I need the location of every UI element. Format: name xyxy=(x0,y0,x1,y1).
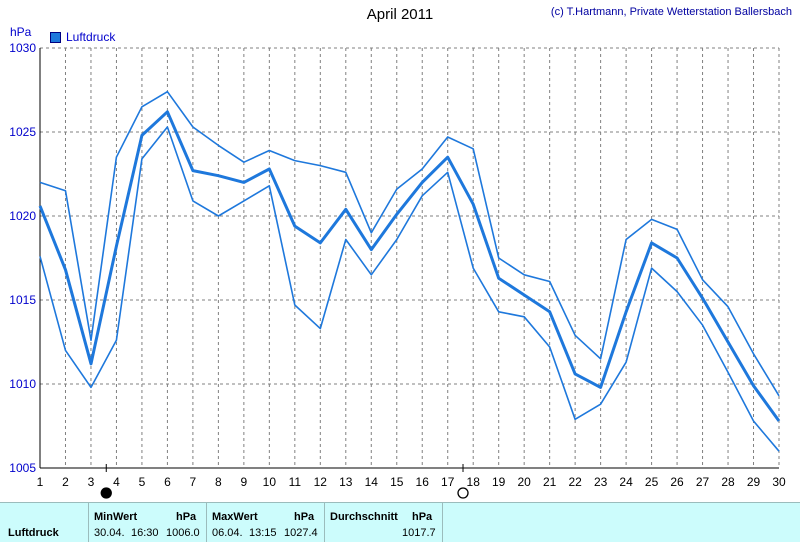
x-tick-label-4: 4 xyxy=(113,475,120,489)
min-label: MinWert xyxy=(94,511,138,523)
x-tick-label-15: 15 xyxy=(390,475,404,489)
x-tick-label-19: 19 xyxy=(492,475,506,489)
x-tick-label-23: 23 xyxy=(594,475,608,489)
legend: Luftdruck xyxy=(50,30,115,44)
x-tick-label-26: 26 xyxy=(670,475,684,489)
avg-unit: hPa xyxy=(412,511,433,523)
y-tick-label-1020: 1020 xyxy=(9,209,36,223)
x-tick-label-16: 16 xyxy=(416,475,430,489)
axes xyxy=(39,48,779,469)
stats-min-cell: MinWert hPa 30.04. 16:30 1006.0 xyxy=(88,503,207,542)
x-tick-label-3: 3 xyxy=(88,475,95,489)
y-tick-label-1025: 1025 xyxy=(9,125,36,139)
moon-markers xyxy=(100,464,469,499)
x-tick-label-10: 10 xyxy=(263,475,277,489)
y-tick-label-1010: 1010 xyxy=(9,377,36,391)
max-unit: hPa xyxy=(294,511,315,523)
x-tick-label-30: 30 xyxy=(772,475,786,489)
x-tick-label-18: 18 xyxy=(467,475,481,489)
series-line-mean xyxy=(38,110,781,422)
grid-lines xyxy=(40,47,780,468)
x-tick-label-28: 28 xyxy=(721,475,735,489)
new-moon-icon xyxy=(100,487,112,499)
series-line-max xyxy=(39,90,780,397)
stats-row-label-cell: Luftdruck xyxy=(0,503,89,542)
series-lines xyxy=(38,90,781,452)
x-tick-label-21: 21 xyxy=(543,475,557,489)
legend-swatch xyxy=(50,31,61,43)
min-unit: hPa xyxy=(176,511,197,523)
min-time: 16:30 xyxy=(131,527,159,539)
x-tick-label-14: 14 xyxy=(365,475,379,489)
x-tick-label-24: 24 xyxy=(619,475,633,489)
x-tick-label-5: 5 xyxy=(139,475,146,489)
x-tick-label-6: 6 xyxy=(164,475,171,489)
x-tick-label-29: 29 xyxy=(747,475,761,489)
x-tick-label-7: 7 xyxy=(190,475,197,489)
chart-title: April 2011 xyxy=(366,6,434,23)
x-tick-label-22: 22 xyxy=(568,475,582,489)
y-tick-label-1015: 1015 xyxy=(9,293,36,307)
x-tick-label-2: 2 xyxy=(62,475,69,489)
y-tick-label-1030: 1030 xyxy=(9,41,36,55)
stats-row-label: Luftdruck xyxy=(8,527,59,539)
max-value: 1027.4 xyxy=(284,527,318,539)
legend-label: Luftdruck xyxy=(66,30,116,44)
x-tick-label-13: 13 xyxy=(339,475,353,489)
x-tick-label-27: 27 xyxy=(696,475,710,489)
y-tick-label-1005: 1005 xyxy=(9,461,36,475)
series-line-min xyxy=(39,126,780,452)
x-tick-label-11: 11 xyxy=(289,475,302,489)
max-date: 06.04. xyxy=(212,527,243,539)
max-time: 13:15 xyxy=(249,527,277,539)
x-tick-label-12: 12 xyxy=(314,475,328,489)
stats-max-cell: MaxWert hPa 06.04. 13:15 1027.4 xyxy=(206,503,325,542)
max-label: MaxWert xyxy=(212,511,258,523)
min-date: 30.04. xyxy=(94,527,125,539)
y-tick-labels: 1005 1010 1015 1020 1025 1030 xyxy=(9,41,36,475)
min-value: 1006.0 xyxy=(166,527,200,539)
x-tick-label-1: 1 xyxy=(37,475,44,489)
x-tick-label-9: 9 xyxy=(241,475,248,489)
x-tick-label-17: 17 xyxy=(441,475,455,489)
avg-value: 1017.7 xyxy=(402,527,436,539)
y-axis-unit: hPa xyxy=(10,25,32,39)
stats-panel: Luftdruck MinWert hPa 30.04. 16:30 1006.… xyxy=(0,502,800,542)
stats-avg-cell: Durchschnitt hPa 1017.7 xyxy=(324,503,443,542)
x-tick-label-20: 20 xyxy=(517,475,531,489)
x-tick-labels: 1 2 3 4 5 6 7 8 9 10 11 12 13 14 15 16 17 18 19 20 21 22 23 24 2… xyxy=(37,475,786,489)
credit-text: (c) T.Hartmann, Private Wetterstation Ba… xyxy=(550,6,792,18)
x-tick-label-8: 8 xyxy=(215,475,222,489)
avg-label: Durchschnitt xyxy=(330,511,398,523)
full-moon-icon xyxy=(457,487,469,499)
x-tick-label-25: 25 xyxy=(645,475,659,489)
